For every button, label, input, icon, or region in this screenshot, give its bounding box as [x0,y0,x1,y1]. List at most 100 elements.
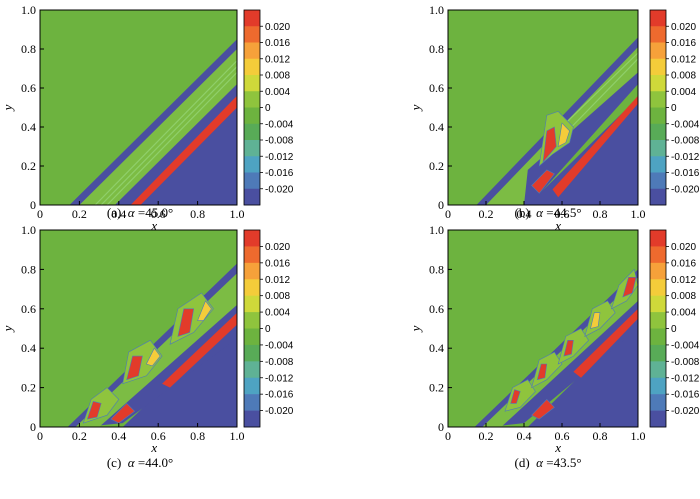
caption-letter: (a) [107,205,121,220]
colorbar-swatch [244,230,260,247]
colorbar-swatch [244,188,260,206]
panel-b: 0 0.2 0.4 0.6 0.8 1.000.20.40.60.81.0xy0.0200… [408,3,700,233]
caption-symbol: α [536,205,544,220]
vortex-structure [622,276,637,298]
colorbar-swatch [244,410,260,428]
colorbar-swatch [244,279,260,296]
x-tick-label: 0.2 [72,429,87,443]
x-tick-label: 0 [445,207,451,221]
colorbar-label: 0.016 [671,38,696,49]
caption-value: =45.0° [138,205,173,220]
y-tick-label: 0.6 [429,81,444,95]
colorbar-label: 0.020 [671,242,696,253]
streak-line [100,66,237,205]
panel-d: 0 0.2 0.4 0.6 0.8 1.000.20.40.60.81.0xy0.0200… [408,223,700,470]
y-tick-label: 0.4 [429,120,444,134]
colorbar-swatch [650,230,666,247]
colorbar-swatch [650,188,666,206]
colorbar-label: -0.012 [671,373,700,384]
streak-line [106,71,237,205]
shock-band [476,37,638,205]
x-tick-label: 1.0 [230,207,245,221]
colorbar-label: 0.012 [671,275,696,286]
y-tick-label: 0.6 [429,302,444,316]
x-tick-label: 0 [37,207,43,221]
vortex-structure [110,402,136,424]
colorbar-swatch [244,156,260,173]
colorbar-swatch [650,75,666,92]
x-tick-label: 1.0 [230,429,245,443]
colorbar-label: -0.008 [265,357,294,368]
colorbar-label: -0.008 [265,136,294,147]
colorbar-swatch [650,377,666,395]
colorbar-label: 0 [265,103,271,114]
colorbar-swatch [244,75,260,92]
y-tick-label: 0.2 [429,381,444,395]
y-tick-label: 0.8 [429,262,444,276]
colorbar-label: -0.020 [671,184,700,195]
vortex-structure [86,401,102,420]
contour-field [448,10,638,205]
caption-letter: (c) [107,455,121,470]
colorbar-label: 0 [671,103,677,114]
colorbar-swatch [650,344,666,362]
colorbar-label: 0.008 [671,71,696,82]
contour-field [40,10,237,205]
colorbar: 0.020 0.016 0.012 0.008 0.004 0 -0.004 -0.008 -0… [649,9,700,206]
x-tick-label: 0.2 [72,207,87,221]
y-tick-label: 1.0 [429,223,444,237]
colorbar-label: 0 [671,324,677,335]
x-tick-label: 0 [37,429,43,443]
colorbar-label: 0.012 [671,54,696,65]
x-tick-label: 0.4 [517,207,532,221]
colorbar-swatch [244,26,260,43]
colorbar-label: 0.004 [671,87,696,98]
contour-field [40,230,237,427]
y-tick-label: 0.6 [21,302,36,316]
caption-letter: (d) [514,455,529,470]
colorbar-label: 0.016 [265,258,290,269]
wedge-region [527,97,638,205]
y-tick-label: 0 [438,198,444,212]
vortex-structure [145,347,161,367]
colorbar-label: 0.008 [265,291,290,302]
colorbar-swatch [244,246,260,264]
colorbar: 0.020 0.016 0.012 0.008 0.004 0 -0.004 -0.008 -0… [649,229,700,428]
vortex-structure [531,169,555,194]
plot-frame [39,9,238,206]
colorbar-swatch [650,279,666,296]
colorbar-swatch [650,156,666,173]
panel-caption: (a) α =45.0° [107,205,173,220]
panel-a: 0 0.2 0.4 0.6 0.8 1.000.20.40.60.81.0xy0.0200… [0,3,294,233]
colorbar-label: 0.020 [671,22,696,33]
colorbar-label: 0.016 [671,258,696,269]
colorbar-label: -0.016 [265,390,294,401]
y-tick-label: 0.4 [429,341,444,355]
colorbar-swatch [244,361,260,379]
colorbar-swatch [650,410,666,428]
vortex-structure [563,339,574,357]
y-tick-label: 0.4 [21,341,36,355]
x-axis-label: x [554,218,561,233]
colorbar-label: 0 [265,324,271,335]
contour-field [448,230,638,427]
colorbar-swatch [650,10,666,27]
colorbar-label: -0.004 [671,340,700,351]
colorbar-label: -0.012 [265,373,294,384]
y-tick-label: 0.4 [21,120,36,134]
x-tick-label: 1.0 [631,207,646,221]
colorbar-swatch [244,262,260,280]
x-tick-label: 0 [445,429,451,443]
colorbar-swatch [650,172,666,190]
plot-frame [39,229,238,428]
red-band [130,95,237,205]
y-tick-label: 0.2 [21,381,36,395]
x-tick-label: 0.4 [111,207,126,221]
colorbar-label: -0.004 [671,119,700,130]
x-tick-label: 0.6 [151,429,166,443]
colorbar-swatch [650,58,666,76]
y-tick-label: 0 [30,420,36,434]
colorbar-swatch [244,91,260,108]
colorbar-swatch [650,295,666,313]
vortex-structure [177,308,195,337]
